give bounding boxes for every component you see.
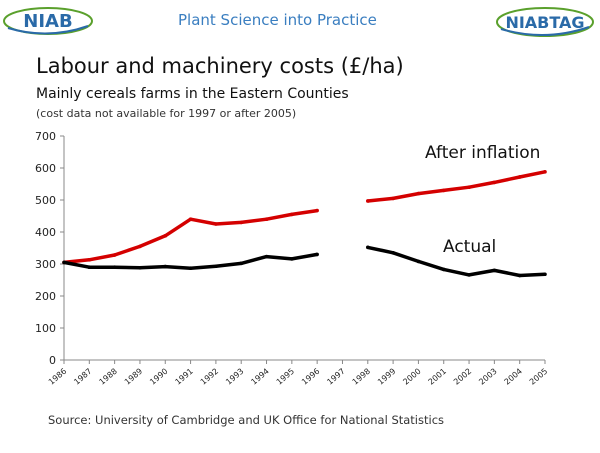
x-tick-label: 2004 xyxy=(503,367,524,387)
data-point-actual xyxy=(365,245,370,250)
data-point-actual xyxy=(87,265,92,270)
x-tick-label: 2001 xyxy=(427,367,448,387)
x-tick-label: 1987 xyxy=(72,367,93,387)
source-text: Source: University of Cambridge and UK O… xyxy=(48,413,445,427)
x-tick-label: 1999 xyxy=(376,367,397,387)
data-point-actual xyxy=(214,264,218,269)
x-tick-label: 1997 xyxy=(325,367,346,387)
niabtag-logo: NIABTAG xyxy=(496,7,594,37)
data-point-after-inflation xyxy=(441,188,446,193)
data-point-actual xyxy=(188,266,193,270)
chart-title: Labour and machinery costs (£/ha) xyxy=(36,54,404,78)
data-point-after-inflation xyxy=(416,191,421,196)
data-point-after-inflation xyxy=(290,212,294,217)
data-point-after-inflation xyxy=(467,185,471,189)
data-point-actual xyxy=(492,268,497,273)
x-tick-label: 1986 xyxy=(47,367,68,387)
data-point-actual xyxy=(112,265,117,270)
y-tick-label: 100 xyxy=(35,322,56,335)
chart-note: (cost data not available for 1997 or aft… xyxy=(36,107,297,120)
data-point-actual xyxy=(163,264,168,269)
x-tick-label: 1992 xyxy=(199,367,220,387)
x-tick-label: 2005 xyxy=(528,367,549,387)
data-point-actual xyxy=(517,273,522,278)
series-label-actual: Actual xyxy=(443,237,496,257)
y-tick-label: 200 xyxy=(35,290,56,303)
x-tick-label: 2003 xyxy=(477,367,498,387)
data-point-actual xyxy=(138,266,142,270)
chart-subtitle: Mainly cereals farms in the Eastern Coun… xyxy=(36,86,349,102)
data-point-actual xyxy=(467,273,471,277)
niab-logo: NIAB xyxy=(3,7,93,35)
data-point-after-inflation xyxy=(87,258,92,262)
data-point-after-inflation xyxy=(264,217,269,221)
data-point-after-inflation xyxy=(543,170,547,174)
series-line-after-inflation xyxy=(367,170,546,203)
data-point-actual xyxy=(264,254,269,259)
data-point-after-inflation xyxy=(391,196,395,201)
data-point-after-inflation xyxy=(315,208,319,213)
y-tick-label: 300 xyxy=(35,258,56,271)
data-point-after-inflation xyxy=(112,253,117,257)
series-label-after-inflation: After inflation xyxy=(425,143,540,163)
header: NIAB Plant Science into Practice NIABTAG xyxy=(0,0,600,44)
y-tick-label: 600 xyxy=(35,162,56,175)
data-point-actual xyxy=(416,259,421,264)
data-point-actual xyxy=(441,267,446,272)
x-tick-label: 1998 xyxy=(351,367,372,387)
data-point-after-inflation xyxy=(239,220,244,225)
x-tick-label: 1989 xyxy=(123,367,144,387)
data-point-actual xyxy=(543,272,547,277)
data-point-actual xyxy=(290,257,294,261)
x-tick-label: 2000 xyxy=(401,367,422,387)
data-point-after-inflation xyxy=(188,217,193,221)
series-line-actual xyxy=(367,245,546,278)
x-tick-label: 1993 xyxy=(224,367,245,387)
data-point-after-inflation xyxy=(138,244,142,249)
niabtag-logo-text: NIABTAG xyxy=(505,13,584,32)
data-point-after-inflation xyxy=(365,199,370,203)
x-tick-label: 1988 xyxy=(98,367,119,387)
x-tick-label: 1995 xyxy=(275,367,296,387)
data-point-actual xyxy=(239,261,244,266)
y-tick-label: 500 xyxy=(35,194,56,207)
niab-logo-text: NIAB xyxy=(23,11,72,32)
data-point-after-inflation xyxy=(163,234,168,238)
x-tick-label: 1994 xyxy=(249,367,270,387)
y-tick-label: 400 xyxy=(35,226,56,239)
data-point-after-inflation xyxy=(214,222,218,226)
x-tick-label: 1996 xyxy=(300,367,321,387)
y-tick-label: 700 xyxy=(35,130,56,143)
x-tick-label: 2002 xyxy=(452,367,473,387)
x-tick-label: 1991 xyxy=(173,367,194,387)
y-tick-label: 0 xyxy=(49,354,56,367)
data-point-actual xyxy=(315,252,319,257)
data-point-after-inflation xyxy=(492,180,497,185)
x-tick-label: 1990 xyxy=(148,367,169,387)
data-point-actual xyxy=(391,251,395,255)
tagline: Plant Science into Practice xyxy=(178,11,377,29)
data-point-after-inflation xyxy=(517,175,522,179)
data-point-actual xyxy=(62,260,66,265)
